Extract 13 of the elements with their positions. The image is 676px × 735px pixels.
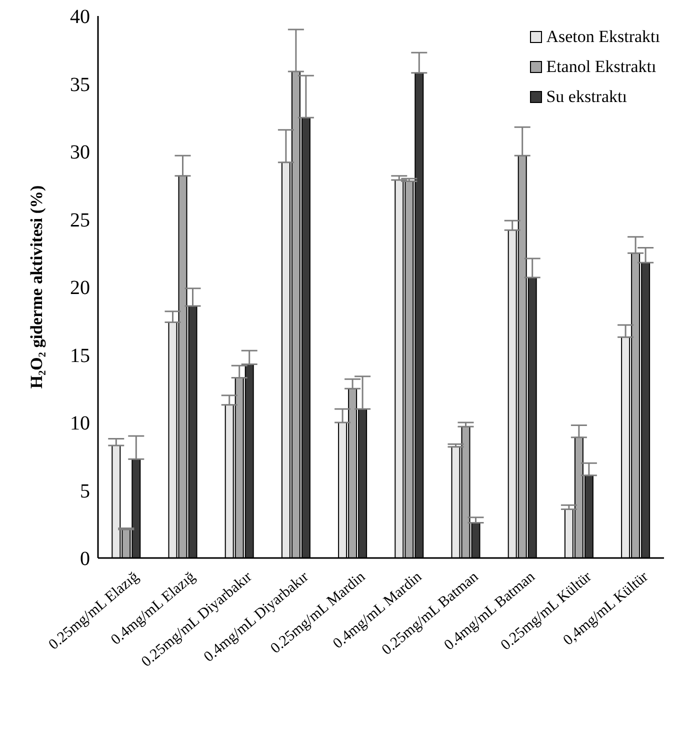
y-axis-title: H₂O₂ giderme aktivitesi (%): [27, 185, 46, 389]
legend-label: Aseton Ekstraktı: [546, 26, 660, 48]
y-tick-label: 20: [70, 277, 90, 300]
y-tick-label: 40: [70, 6, 90, 28]
legend-label: Su ekstraktı: [546, 86, 627, 108]
y-tick-label: 0: [80, 548, 90, 570]
y-tick-label: 30: [70, 142, 90, 164]
y-tick-label: 25: [70, 209, 90, 232]
y-tick-label: 10: [70, 412, 90, 435]
y-tick-label: 35: [70, 74, 90, 96]
y-tick-label: 15: [70, 344, 90, 367]
legend-label: Etanol Ekstraktı: [546, 56, 656, 78]
y-tick-label: 5: [80, 480, 90, 502]
